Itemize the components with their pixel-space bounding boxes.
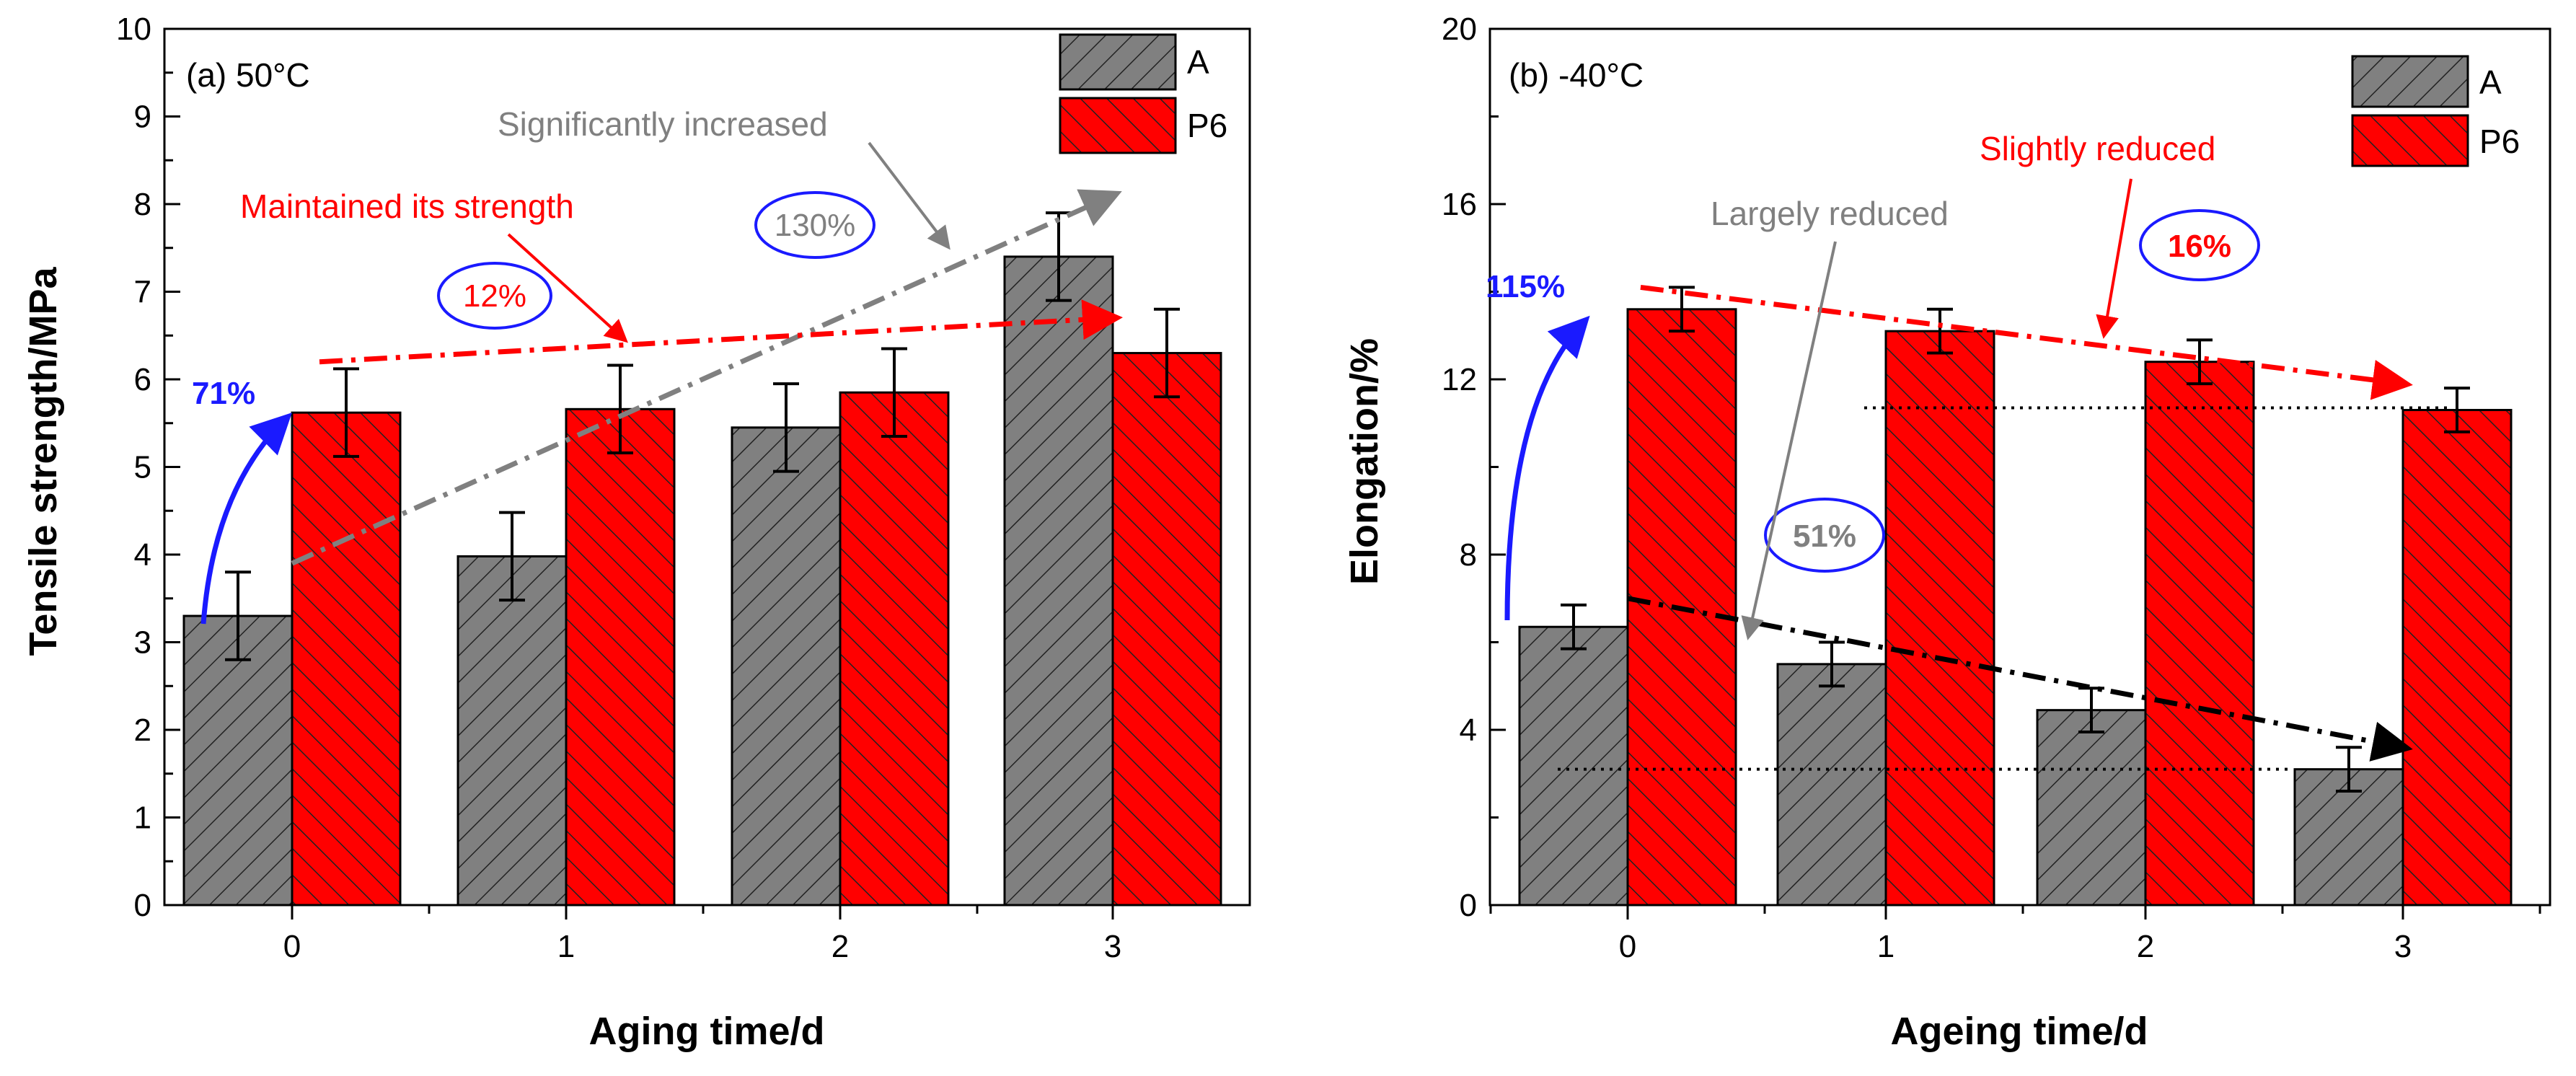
- legend-swatch-p6: [2351, 114, 2469, 167]
- x-tick-label: 0: [1619, 929, 1636, 964]
- bar-a-2: [731, 426, 842, 907]
- panel-a: 0 1 2 3 4 5 6 7 8 9 10 0 1 2 3 (a) 50°C A P6 71% Main…: [22, 12, 1251, 1053]
- blue-arrow: [200, 413, 292, 625]
- error-bar-a-2: [773, 382, 799, 473]
- error-bar-p6-0: [1669, 286, 1695, 333]
- error-bar-a-3: [2336, 746, 2362, 793]
- legend-label-a: A: [1187, 43, 1209, 81]
- annotation-red-text: Slightly reduced: [1980, 130, 2215, 167]
- annotation-red-ellipse: [437, 262, 552, 330]
- legend-label-p6: P6: [1187, 107, 1227, 144]
- trend-line-black: [1627, 596, 2413, 762]
- legend-swatch-p6: [1059, 97, 1177, 154]
- annotation-blue-pct: 115%: [1486, 269, 1565, 304]
- y-tick-label: 5: [134, 450, 151, 485]
- x-axis-title: Aging time/d: [589, 1010, 825, 1053]
- error-bar-p6-0: [333, 367, 359, 458]
- x-tick-label: 2: [832, 929, 849, 964]
- annotation-gray-ellipse: [1764, 498, 1885, 573]
- y-tick-label: 10: [116, 12, 151, 47]
- annotation-gray-pct: 51%: [1793, 519, 1856, 554]
- error-bar-a-3: [1046, 211, 1072, 302]
- bar-a-0: [182, 614, 294, 907]
- y-axis-title: Elongation/%: [1343, 338, 1386, 585]
- y-tick-label: 4: [1460, 713, 1477, 748]
- y-tick-label: 12: [1442, 362, 1477, 397]
- legend: A P6: [2351, 55, 2520, 167]
- y-tick-label: 0: [1460, 888, 1477, 923]
- y-tick-label: 8: [134, 187, 151, 222]
- bar-a-1: [456, 555, 568, 907]
- annotation-red-pct: 16%: [2168, 229, 2231, 264]
- annotation-gray-pointer: [1741, 241, 1837, 640]
- error-bar-a-0: [225, 570, 251, 661]
- legend-label-a: A: [2479, 63, 2502, 101]
- trend-line-gray: [291, 189, 1122, 566]
- blue-arrow: [1504, 315, 1590, 621]
- y-tick-label: 3: [134, 625, 151, 661]
- x-tick-label: 0: [283, 929, 301, 964]
- annotation-red-ellipse: [2139, 209, 2260, 281]
- bar-p6-0: [291, 411, 402, 907]
- x-tick-label: 1: [1877, 929, 1894, 964]
- error-bar-p6-1: [607, 363, 633, 455]
- y-axis-title: Tensile strength/MPa: [22, 266, 65, 656]
- legend: A P6: [1059, 33, 1227, 154]
- panel-label: (a) 50°C: [186, 56, 310, 94]
- bar-a-1: [1776, 663, 1887, 907]
- annotation-red-text: Maintained its strength: [240, 188, 574, 225]
- y-tick-label: 8: [1460, 537, 1477, 573]
- annotation-gray-ellipse: [754, 191, 875, 259]
- y-tick-label: 7: [134, 275, 151, 310]
- error-bar-a-1: [499, 511, 525, 602]
- bar-a-3: [1003, 255, 1114, 907]
- plot-frame: [163, 27, 1251, 907]
- y-tick-label: 0: [134, 888, 151, 923]
- annotation-red-pointer: [507, 233, 628, 343]
- legend-swatch-a: [1059, 33, 1177, 91]
- y-tick-label: 4: [134, 537, 151, 573]
- trend-line-red: [319, 299, 1123, 365]
- bar-p6-3: [2401, 409, 2513, 907]
- y-tick-label: 1: [134, 801, 151, 836]
- bar-p6-1: [565, 407, 676, 907]
- error-bar-p6-1: [1927, 307, 1953, 355]
- annotation-blue-pct: 71%: [192, 376, 255, 411]
- annotation-red-pointer: [2096, 178, 2132, 339]
- x-axis-title: Ageing time/d: [1890, 1010, 2148, 1053]
- y-tick-label: 16: [1442, 187, 1477, 222]
- error-bar-p6-3: [1154, 307, 1180, 399]
- error-bar-p6-2: [881, 347, 907, 438]
- error-bar-p6-2: [2187, 338, 2213, 386]
- x-tick-label: 2: [2137, 929, 2154, 964]
- x-tick-label: 3: [1104, 929, 1121, 964]
- bar-p6-3: [1111, 352, 1222, 907]
- annotation-gray-text: Significantly increased: [498, 105, 828, 143]
- trend-line-red: [1640, 284, 2413, 400]
- bar-p6-1: [1884, 330, 1995, 907]
- bar-a-0: [1518, 625, 1629, 907]
- legend-label-p6: P6: [2479, 123, 2520, 160]
- annotation-gray-text: Largely reduced: [1711, 195, 1949, 232]
- bar-a-2: [2036, 709, 2147, 907]
- error-bar-a-1: [1819, 640, 1845, 688]
- bar-p6-2: [839, 391, 950, 907]
- bar-p6-2: [2144, 361, 2255, 907]
- y-tick-label: 9: [134, 100, 151, 135]
- panel-label: (b) -40°C: [1509, 56, 1644, 94]
- error-bar-a-0: [1561, 603, 1587, 651]
- y-tick-label: 6: [134, 362, 151, 397]
- x-tick-label: 1: [557, 929, 575, 964]
- legend-swatch-a: [2351, 55, 2469, 108]
- plot-frame: [1488, 27, 2551, 907]
- x-tick-label: 3: [2394, 929, 2412, 964]
- annotation-red-pct: 12%: [463, 278, 526, 314]
- annotation-gray-pct: 130%: [775, 208, 856, 243]
- y-tick-label: 2: [134, 713, 151, 748]
- annotation-gray-pointer: [868, 141, 950, 250]
- y-tick-label: 20: [1442, 12, 1477, 47]
- error-bar-p6-3: [2444, 387, 2470, 433]
